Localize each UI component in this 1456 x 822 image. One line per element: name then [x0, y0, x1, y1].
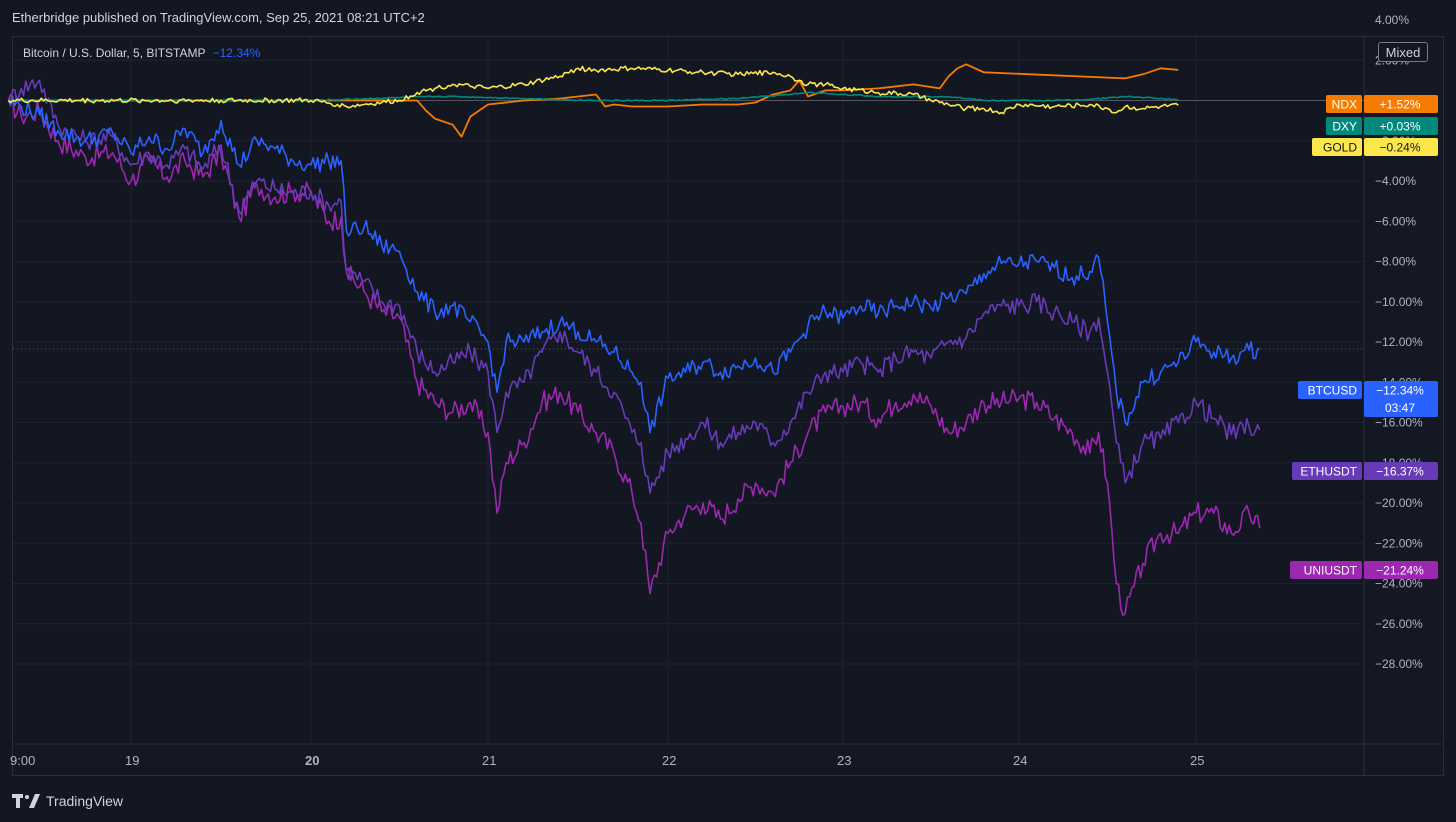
- tradingview-logo-icon: [12, 794, 40, 808]
- y-tick-label: −12.00%: [1375, 335, 1423, 349]
- series-line-ethusdt[interactable]: [7, 79, 1261, 494]
- symbol-legend[interactable]: Bitcoin / U.S. Dollar, 5, BITSTAMP −12.3…: [23, 46, 260, 60]
- series-name-tag: [1290, 561, 1362, 579]
- x-tick-label: 24: [1013, 753, 1027, 768]
- series-value-tag: [1364, 561, 1438, 579]
- symbol-name: Bitcoin / U.S. Dollar, 5, BITSTAMP: [23, 46, 206, 60]
- series-value-tag: [1364, 117, 1438, 135]
- series-name-text: NDX: [1332, 98, 1357, 112]
- series-line-ndx[interactable]: [8, 63, 1179, 138]
- publisher-text: Etherbridge published on TradingView.com…: [12, 10, 425, 25]
- y-tick-label: −24.00%: [1375, 577, 1423, 591]
- series-name-text: UNIUSDT: [1304, 564, 1358, 578]
- y-tick-label: −4.00%: [1375, 174, 1416, 188]
- series-name-tag: [1326, 95, 1362, 113]
- y-tick-label: −26.00%: [1375, 617, 1423, 631]
- series-value-text: −21.24%: [1376, 564, 1424, 578]
- series-value-text: +1.52%: [1379, 98, 1420, 112]
- series-name-tag: [1326, 117, 1362, 135]
- series-label-ndx[interactable]: NDX +1.52%: [1326, 95, 1438, 113]
- x-tick-label: 22: [662, 753, 676, 768]
- series-label-uniusdt[interactable]: UNIUSDT −21.24%: [1290, 561, 1438, 579]
- series-line-uniusdt[interactable]: [7, 93, 1261, 617]
- series-value-text: −12.34%: [1376, 384, 1424, 398]
- x-tick-label: 25: [1190, 753, 1204, 768]
- series-name-text: ETHUSDT: [1300, 465, 1357, 479]
- series-name-text: GOLD: [1323, 141, 1357, 155]
- series-name-text: BTCUSD: [1308, 384, 1358, 398]
- series-line-gold[interactable]: [7, 65, 1179, 115]
- footer-brand[interactable]: TradingView: [12, 790, 123, 812]
- series-value-tag: [1364, 462, 1438, 480]
- series-label-btcusd[interactable]: BTCUSD −12.34% 03:47: [1298, 381, 1438, 417]
- x-tick-label: 20: [305, 753, 319, 768]
- series-name-tag: [1298, 381, 1362, 399]
- x-tick-label: 9:00: [10, 753, 35, 768]
- y-tick-label: −20.00%: [1375, 496, 1423, 510]
- y-tick-label: −8.00%: [1375, 255, 1416, 269]
- x-tick-label: 23: [837, 753, 851, 768]
- series-name-text: DXY: [1332, 120, 1357, 134]
- y-tick-label: −22.00%: [1375, 536, 1423, 550]
- series-value-text: −0.24%: [1379, 141, 1420, 155]
- y-tick-label: −6.00%: [1375, 214, 1416, 228]
- y-tick-label: −10.00%: [1375, 295, 1423, 309]
- y-tick-label: 4.00%: [1375, 13, 1409, 27]
- x-tick-label: 19: [125, 753, 139, 768]
- series-value-text: +0.03%: [1379, 120, 1420, 134]
- series-value-tag: [1364, 138, 1438, 156]
- series-line-btcusd[interactable]: [7, 97, 1260, 434]
- footer-brand-text: TradingView: [46, 793, 124, 809]
- y-tick-label: −16.00%: [1375, 416, 1423, 430]
- series-label-ethusdt[interactable]: ETHUSDT −16.37%: [1292, 462, 1438, 480]
- x-tick-label: 21: [482, 753, 496, 768]
- publisher-header: Etherbridge published on TradingView.com…: [0, 0, 1456, 36]
- scale-mode-button[interactable]: Mixed: [1378, 42, 1428, 62]
- series-name-tag: [1292, 462, 1362, 480]
- series-value-tag: [1364, 381, 1438, 417]
- symbol-change: −12.34%: [212, 46, 261, 60]
- series-value-tag: [1364, 95, 1438, 113]
- plot-area[interactable]: [13, 37, 1364, 744]
- y-tick-label: −28.00%: [1375, 657, 1423, 671]
- bar-countdown-text: 03:47: [1385, 401, 1415, 415]
- series-label-dxy[interactable]: DXY +0.03%: [1326, 117, 1438, 135]
- series-label-gold[interactable]: GOLD −0.24%: [1312, 138, 1438, 156]
- series-value-text: −16.37%: [1376, 465, 1424, 479]
- series-name-tag: [1312, 138, 1362, 156]
